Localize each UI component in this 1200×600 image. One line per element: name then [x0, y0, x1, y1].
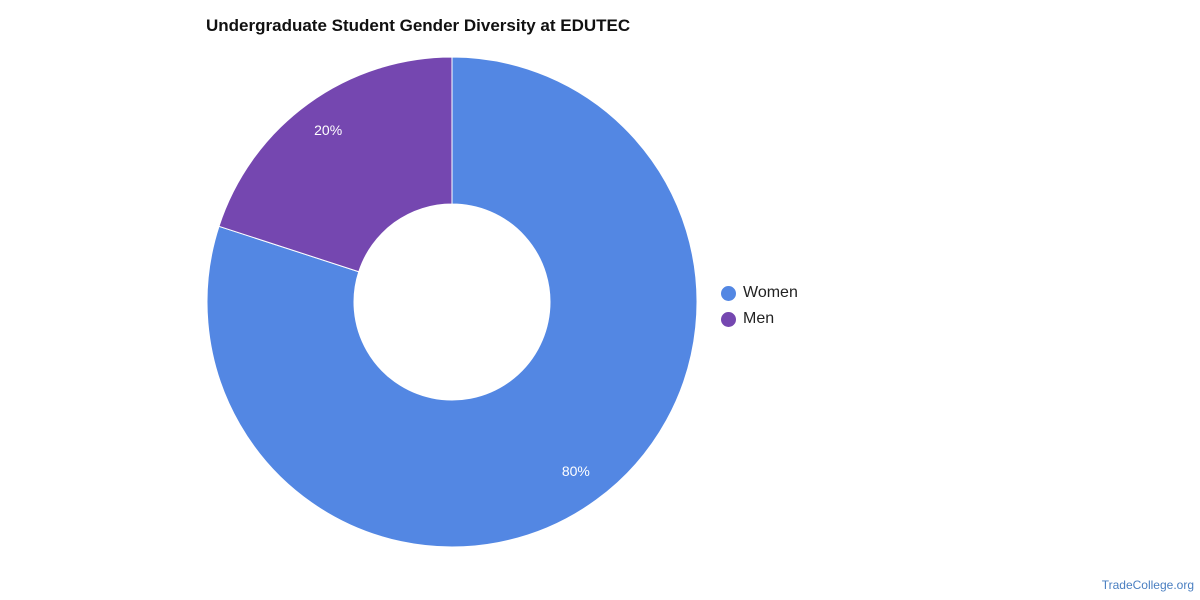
slice-label-women: 80% — [562, 463, 590, 479]
chart-legend: Women Men — [721, 280, 798, 332]
legend-swatch-women — [721, 285, 736, 301]
legend-swatch-men — [721, 311, 736, 327]
legend-label-men: Men — [743, 310, 775, 327]
legend-item-men[interactable]: Men — [721, 306, 798, 332]
chart-title: Undergraduate Student Gender Diversity a… — [206, 16, 631, 35]
donut-slice-women[interactable] — [206, 56, 698, 548]
donut-slice-men[interactable] — [218, 56, 453, 273]
legend-label-women: Women — [743, 284, 798, 301]
legend-item-women[interactable]: Women — [721, 280, 798, 306]
slice-label-men: 20% — [314, 122, 342, 138]
source-watermark[interactable]: TradeCollege.org — [1101, 578, 1194, 592]
